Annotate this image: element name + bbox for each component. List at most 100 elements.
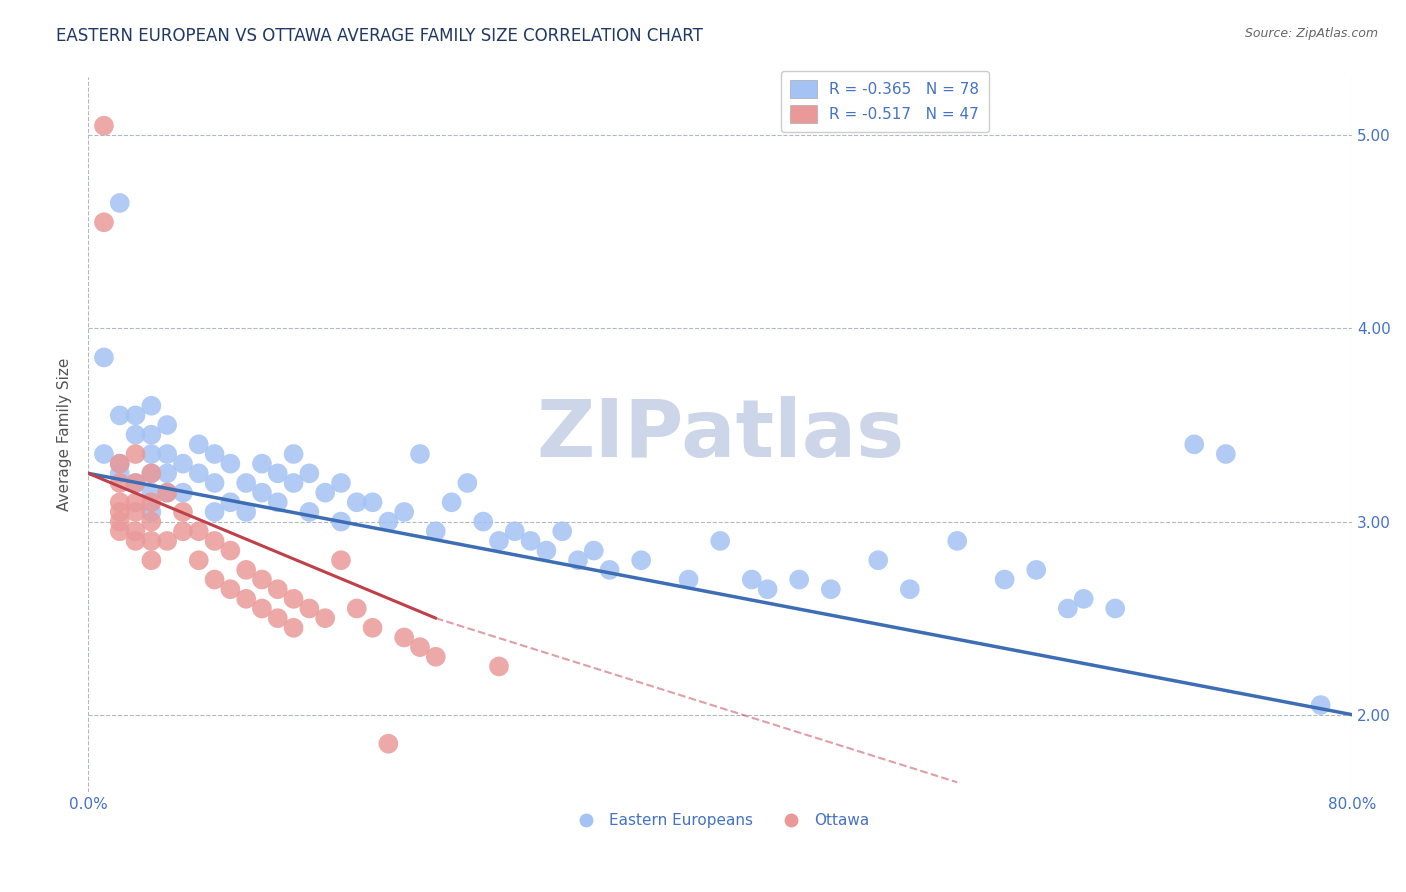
Point [124, 475, 146, 490]
Point [425, 649, 447, 664]
Point [124, 533, 146, 548]
Point [330, 553, 353, 567]
Text: EASTERN EUROPEAN VS OTTAWA AVERAGE FAMILY SIZE CORRELATION CHART: EASTERN EUROPEAN VS OTTAWA AVERAGE FAMIL… [56, 27, 703, 45]
Point [330, 515, 353, 529]
Point [361, 495, 384, 509]
Point [1182, 437, 1205, 451]
Point [108, 196, 131, 211]
Point [219, 543, 242, 558]
Point [141, 505, 163, 519]
Point [108, 475, 131, 490]
Point [172, 485, 194, 500]
Point [235, 563, 257, 577]
Point [551, 524, 574, 539]
Point [250, 601, 273, 615]
Point [156, 485, 179, 500]
Point [187, 467, 209, 481]
Point [108, 467, 131, 481]
Point [298, 601, 321, 615]
Point [283, 475, 305, 490]
Point [868, 553, 890, 567]
Point [283, 447, 305, 461]
Point [330, 475, 353, 490]
Point [235, 505, 257, 519]
Point [409, 640, 432, 654]
Point [124, 447, 146, 461]
Point [156, 485, 179, 500]
Point [235, 591, 257, 606]
Point [108, 505, 131, 519]
Point [1056, 601, 1078, 615]
Point [235, 475, 257, 490]
Point [172, 457, 194, 471]
Text: ZIPatlas: ZIPatlas [536, 396, 904, 474]
Point [187, 553, 209, 567]
Point [219, 495, 242, 509]
Point [219, 457, 242, 471]
Point [741, 573, 763, 587]
Point [503, 524, 526, 539]
Point [187, 437, 209, 451]
Point [141, 485, 163, 500]
Point [156, 467, 179, 481]
Point [425, 524, 447, 539]
Point [709, 533, 731, 548]
Point [204, 447, 226, 461]
Point [314, 611, 336, 625]
Point [108, 457, 131, 471]
Point [377, 737, 399, 751]
Point [141, 495, 163, 509]
Point [787, 573, 810, 587]
Point [124, 475, 146, 490]
Point [283, 621, 305, 635]
Point [124, 495, 146, 509]
Point [172, 505, 194, 519]
Point [156, 418, 179, 433]
Point [250, 485, 273, 500]
Point [456, 475, 478, 490]
Point [820, 582, 842, 597]
Point [141, 515, 163, 529]
Point [946, 533, 969, 548]
Point [409, 447, 432, 461]
Point [93, 215, 115, 229]
Point [108, 515, 131, 529]
Point [108, 409, 131, 423]
Point [250, 573, 273, 587]
Point [267, 582, 290, 597]
Point [172, 524, 194, 539]
Point [361, 621, 384, 635]
Point [298, 467, 321, 481]
Point [1215, 447, 1237, 461]
Point [536, 543, 558, 558]
Point [141, 553, 163, 567]
Point [93, 119, 115, 133]
Point [267, 467, 290, 481]
Point [93, 447, 115, 461]
Text: Source: ZipAtlas.com: Source: ZipAtlas.com [1244, 27, 1378, 40]
Point [187, 524, 209, 539]
Point [141, 399, 163, 413]
Point [440, 495, 463, 509]
Point [124, 505, 146, 519]
Point [898, 582, 921, 597]
Point [1309, 698, 1331, 712]
Point [346, 601, 368, 615]
Point [204, 573, 226, 587]
Point [488, 533, 510, 548]
Point [1104, 601, 1126, 615]
Point [141, 533, 163, 548]
Point [141, 467, 163, 481]
Point [994, 573, 1017, 587]
Point [346, 495, 368, 509]
Point [630, 553, 652, 567]
Point [156, 533, 179, 548]
Point [283, 591, 305, 606]
Point [472, 515, 495, 529]
Point [204, 475, 226, 490]
Point [250, 457, 273, 471]
Point [582, 543, 605, 558]
Y-axis label: Average Family Size: Average Family Size [58, 358, 72, 511]
Legend: Eastern Europeans, Ottawa: Eastern Europeans, Ottawa [565, 807, 876, 834]
Point [124, 427, 146, 442]
